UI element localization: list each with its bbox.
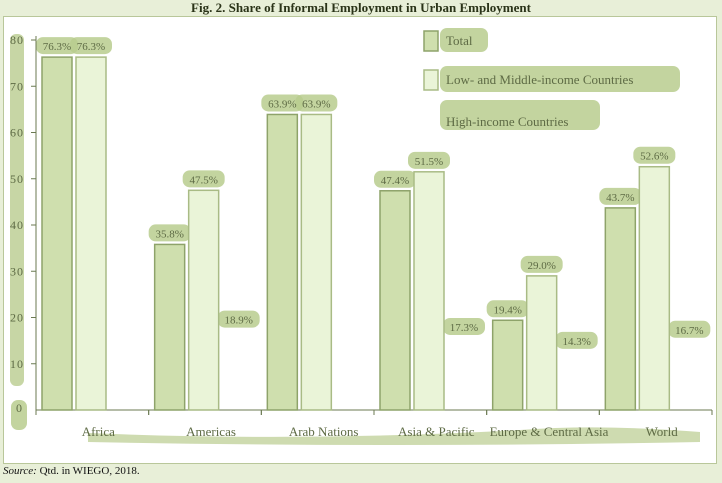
- x-category-label: Africa: [82, 424, 115, 439]
- legend-swatch: [423, 69, 439, 91]
- data-label-low-middle-income: 63.9%: [302, 98, 330, 110]
- data-label-total: 76.3%: [43, 41, 71, 53]
- bar-total: [41, 56, 73, 411]
- y-tick-highlight: [10, 34, 24, 386]
- data-label-highlight: [295, 94, 338, 112]
- legend-label: Low- and Middle-income Countries: [446, 72, 633, 87]
- x-category-label: Americas: [186, 424, 236, 439]
- data-label-low-middle-income: 76.3%: [77, 41, 105, 53]
- bar-total: [379, 190, 411, 411]
- data-label-highlight: [408, 151, 450, 169]
- data-label-highlight: [148, 224, 191, 242]
- data-label-total: 47.4%: [381, 175, 409, 187]
- data-label-highlight: [599, 187, 642, 205]
- data-label-high-income: 18.9%: [224, 315, 252, 327]
- source-note: Source: Qtd. in WIEGO, 2018.: [3, 465, 140, 477]
- bars: [41, 56, 671, 411]
- data-label-highlight: [70, 37, 112, 55]
- data-label-low-middle-income: 47.5%: [189, 174, 217, 186]
- legend-swatch: [423, 30, 439, 52]
- data-label-highlight: [374, 170, 416, 188]
- bar-low-middle-income: [300, 113, 333, 411]
- data-label-highlight: [486, 300, 529, 318]
- bar-total: [491, 319, 524, 411]
- bar-low-middle-income: [638, 165, 671, 411]
- data-label-highlight: [633, 146, 676, 164]
- y-tick-label: 50: [10, 172, 24, 186]
- data-label-highlight: [182, 170, 225, 188]
- data-label-high-income: 14.3%: [562, 336, 590, 348]
- x-category-label: World: [646, 424, 679, 439]
- bar-low-middle-income: [413, 171, 445, 411]
- data-label-highlight: [443, 317, 485, 335]
- data-label-highlight: [555, 331, 598, 349]
- y-tick-label: 40: [10, 218, 24, 232]
- data-label-highlight: [36, 37, 78, 55]
- y-tick-label: 30: [10, 264, 24, 278]
- figure-title: Fig. 2. Share of Informal Employment in …: [191, 0, 531, 15]
- data-labels: 0 10 20 30 40 50 60 70 80 76.3% 76.3% Africa 35.8% 47…: [10, 33, 704, 439]
- y-tick-label: 80: [10, 33, 24, 47]
- data-label-highlight: [668, 320, 711, 338]
- source-text: Qtd. in WIEGO, 2018.: [36, 465, 140, 477]
- legend-highlight: [440, 28, 488, 52]
- legend-highlight: [440, 100, 600, 130]
- data-label-low-middle-income: 29.0%: [527, 260, 555, 272]
- y-tick-label: 0: [16, 401, 22, 415]
- y-tick-zero-highlight: [11, 400, 27, 430]
- bar-total: [604, 207, 637, 411]
- bar-total: [153, 243, 186, 411]
- data-label-highlight: [261, 94, 304, 112]
- data-label-high-income: 16.7%: [675, 325, 703, 337]
- data-label-low-middle-income: 51.5%: [415, 156, 443, 168]
- y-tick-label: 20: [10, 311, 24, 325]
- bar-low-middle-income: [75, 56, 107, 411]
- data-label-low-middle-income: 52.6%: [640, 151, 668, 163]
- label-highlights: [10, 28, 711, 445]
- source-label: Source:: [3, 465, 37, 477]
- data-label-total: 43.7%: [606, 192, 634, 204]
- category-label-highlight: [88, 427, 700, 445]
- data-label-highlight: [520, 255, 563, 273]
- x-category-label: Europe & Central Asia: [490, 424, 609, 439]
- x-category-label: Asia & Pacific: [398, 424, 475, 439]
- bar-total: [266, 113, 299, 411]
- legend-label: High-income Countries: [446, 114, 568, 129]
- legend-label: Total: [446, 33, 473, 48]
- data-label-total: 35.8%: [155, 228, 183, 240]
- y-tick-label: 10: [10, 357, 24, 371]
- axes: [31, 36, 713, 415]
- data-label-total: 19.4%: [493, 304, 521, 316]
- y-tick-label: 70: [10, 79, 24, 93]
- bar-low-middle-income: [187, 189, 220, 411]
- legend: Total Low- and Middle-income Countries Hig…: [423, 30, 633, 129]
- legend-highlight: [440, 66, 680, 92]
- x-category-label: Arab Nations: [289, 424, 359, 439]
- y-tick-label: 60: [10, 126, 24, 140]
- data-label-highlight: [217, 310, 260, 328]
- data-label-total: 63.9%: [268, 98, 296, 110]
- bar-low-middle-income: [525, 275, 558, 411]
- data-label-high-income: 17.3%: [450, 322, 478, 334]
